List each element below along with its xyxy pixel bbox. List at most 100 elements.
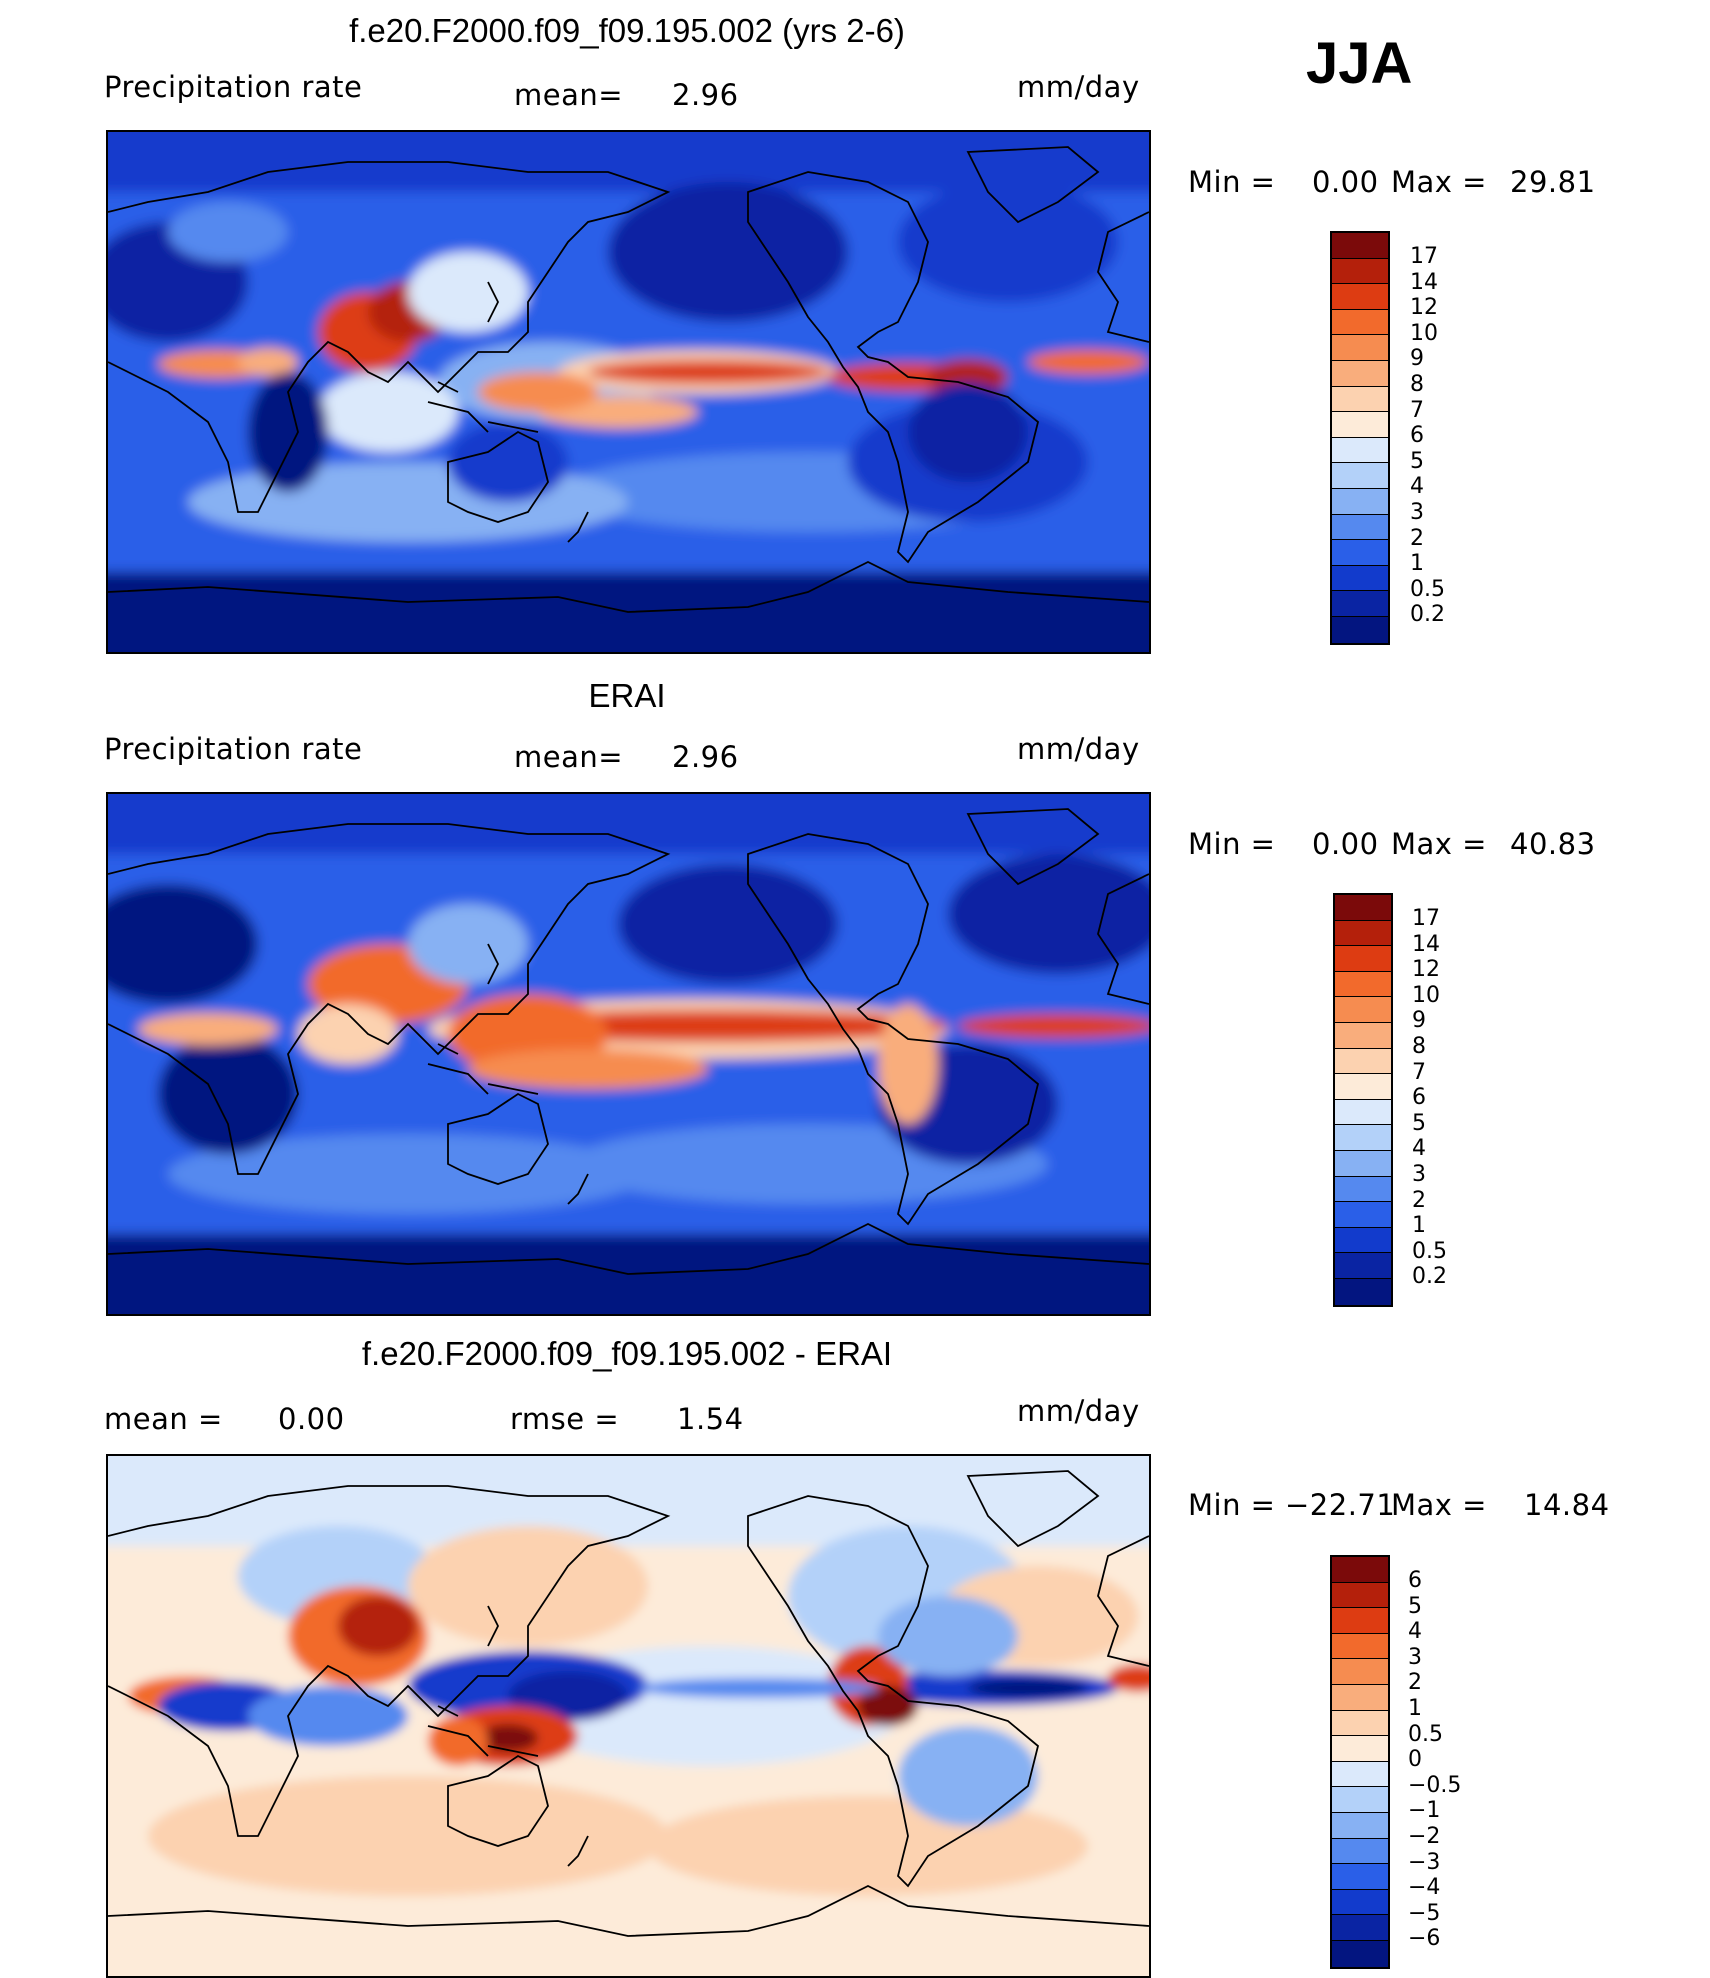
panel-1-map <box>106 130 1151 654</box>
panel-3-title: f.e20.F2000.f09_f09.195.002 - ERAI <box>361 1335 893 1372</box>
colorbar-tick-label: 4 <box>1410 474 1424 500</box>
colorbar-swatch <box>1332 437 1388 464</box>
panel-2-mean-value: 2.96 <box>672 740 739 774</box>
colorbar-tick-label: 9 <box>1410 346 1424 372</box>
colorbar-tick-label: 0.5 <box>1412 1238 1447 1264</box>
panel-3-mean-label: mean = <box>104 1402 223 1436</box>
colorbar-swatch <box>1332 1915 1388 1941</box>
panel-1-min-label: Min = <box>1188 165 1276 199</box>
colorbar-tick-label: 1 <box>1410 551 1424 577</box>
colorbar-swatch <box>1332 335 1388 361</box>
panel-3-rmse-label: rmse = <box>510 1402 620 1436</box>
colorbar-swatch <box>1332 1608 1388 1634</box>
colorbar-tick-label: 3 <box>1412 1161 1426 1187</box>
colorbar-swatch <box>1332 591 1388 617</box>
colorbar-tick-label: 8 <box>1410 371 1424 397</box>
colorbar-swatch <box>1332 1787 1388 1813</box>
colorbar-swatch <box>1332 1736 1388 1762</box>
colorbar-tick-label: −6 <box>1408 1926 1441 1952</box>
colorbar-swatch <box>1335 1048 1391 1075</box>
colorbar-tick-label: 2 <box>1410 525 1424 551</box>
colorbar-tick-label: 4 <box>1408 1619 1422 1645</box>
colorbar-tick-label: 5 <box>1412 1110 1426 1136</box>
colorbar-tick-label: 17 <box>1412 906 1440 931</box>
colorbar-tick-label: 2 <box>1408 1670 1422 1696</box>
panel-2-max-value: 40.83 <box>1510 827 1596 861</box>
colorbar-swatch <box>1335 1176 1391 1203</box>
panel-2-units: mm/day <box>1017 732 1140 766</box>
colorbar-swatch <box>1332 386 1388 413</box>
season-label: JJA <box>1306 31 1413 96</box>
colorbar-tick-label: 6 <box>1410 423 1424 449</box>
colorbar-swatch <box>1332 1684 1388 1711</box>
panel-2-max-label: Max = <box>1391 827 1487 861</box>
panel-1-variable-label: Precipitation rate <box>104 70 363 104</box>
colorbar-swatch <box>1335 1099 1391 1126</box>
panel-2-colorbar <box>1333 893 1393 1307</box>
colorbar-tick-label: −0.5 <box>1408 1772 1462 1798</box>
colorbar-swatch <box>1332 1940 1388 1967</box>
colorbar-tick-label: 2 <box>1412 1187 1426 1213</box>
colorbar-tick-label: 10 <box>1412 982 1440 1008</box>
colorbar-tick-label: −4 <box>1408 1875 1441 1901</box>
colorbar-tick-label: 6 <box>1412 1085 1426 1111</box>
colorbar-tick-label: 1 <box>1408 1695 1422 1721</box>
colorbar-swatch <box>1332 1761 1388 1788</box>
panel-2-map <box>106 792 1151 1316</box>
colorbar-swatch <box>1332 284 1388 310</box>
colorbar-swatch <box>1335 1022 1391 1049</box>
colorbar-swatch <box>1332 258 1388 285</box>
panel-3-colorbar-ticks: 6 5 4 3 2 1 0.5 0 −0.5 −1 −2 −3 −4 −5 −6 <box>1408 1568 1461 1952</box>
colorbar-tick-label: 8 <box>1412 1033 1426 1059</box>
colorbar-swatch <box>1332 488 1388 515</box>
colorbar-tick-label: 17 <box>1410 244 1438 269</box>
panel-3-min-label: Min = <box>1188 1488 1276 1522</box>
colorbar-swatch <box>1332 463 1388 489</box>
colorbar-tick-label: 12 <box>1412 957 1440 983</box>
colorbar-tick-label: 10 <box>1410 320 1438 346</box>
colorbar-swatch <box>1332 1633 1388 1660</box>
colorbar-tick-label: 6 <box>1408 1568 1422 1593</box>
colorbar-swatch <box>1332 616 1388 643</box>
colorbar-tick-label: 0 <box>1408 1747 1422 1773</box>
panel-1-max-label: Max = <box>1391 165 1487 199</box>
colorbar-swatch <box>1332 1659 1388 1685</box>
panel-1-mean-label: mean= <box>514 78 624 112</box>
panel-3-map <box>106 1454 1151 1978</box>
colorbar-tick-label: 0.2 <box>1412 1264 1447 1290</box>
panel-2-min-label: Min = <box>1188 827 1276 861</box>
colorbar-swatch <box>1335 895 1391 921</box>
colorbar-swatch <box>1332 1838 1388 1865</box>
colorbar-swatch <box>1335 1202 1391 1228</box>
panel-3-min-value: −22.71 <box>1285 1488 1396 1522</box>
colorbar-swatch <box>1335 1074 1391 1100</box>
colorbar-swatch <box>1335 946 1391 972</box>
colorbar-tick-label: −2 <box>1408 1823 1441 1849</box>
panel-3-mean-value: 0.00 <box>278 1402 345 1436</box>
colorbar-swatch <box>1332 309 1388 336</box>
colorbar-swatch <box>1332 514 1388 541</box>
panel-3-rmse-value: 1.54 <box>677 1402 744 1436</box>
colorbar-swatch <box>1335 920 1391 947</box>
colorbar-tick-label: 9 <box>1412 1008 1426 1034</box>
panel-2-colorbar-ticks: 17 14 12 10 9 8 7 6 5 4 3 2 1 0.5 0.2 <box>1412 906 1447 1290</box>
colorbar-swatch <box>1335 1150 1391 1177</box>
colorbar-tick-label: 5 <box>1408 1593 1422 1619</box>
panel-1-mean-value: 2.96 <box>672 78 739 112</box>
colorbar-tick-label: 0.2 <box>1410 602 1445 628</box>
panel-1-colorbar <box>1330 231 1390 645</box>
panel-1-colorbar-ticks: 17 14 12 10 9 8 7 6 5 4 3 2 1 0.5 0.2 <box>1410 244 1445 628</box>
colorbar-swatch <box>1332 1557 1388 1583</box>
colorbar-tick-label: 12 <box>1410 295 1438 321</box>
colorbar-swatch <box>1332 360 1388 387</box>
colorbar-swatch <box>1332 1582 1388 1609</box>
colorbar-tick-label: −1 <box>1408 1798 1441 1824</box>
panel-3-colorbar <box>1330 1555 1390 1969</box>
colorbar-swatch <box>1335 1253 1391 1279</box>
panel-3-units: mm/day <box>1017 1394 1140 1428</box>
panel-1-min-value: 0.00 <box>1312 165 1379 199</box>
colorbar-swatch <box>1335 997 1391 1023</box>
panel-2-variable-label: Precipitation rate <box>104 732 363 766</box>
panel-1-max-value: 29.81 <box>1510 165 1596 199</box>
panel-2-min-value: 0.00 <box>1312 827 1379 861</box>
